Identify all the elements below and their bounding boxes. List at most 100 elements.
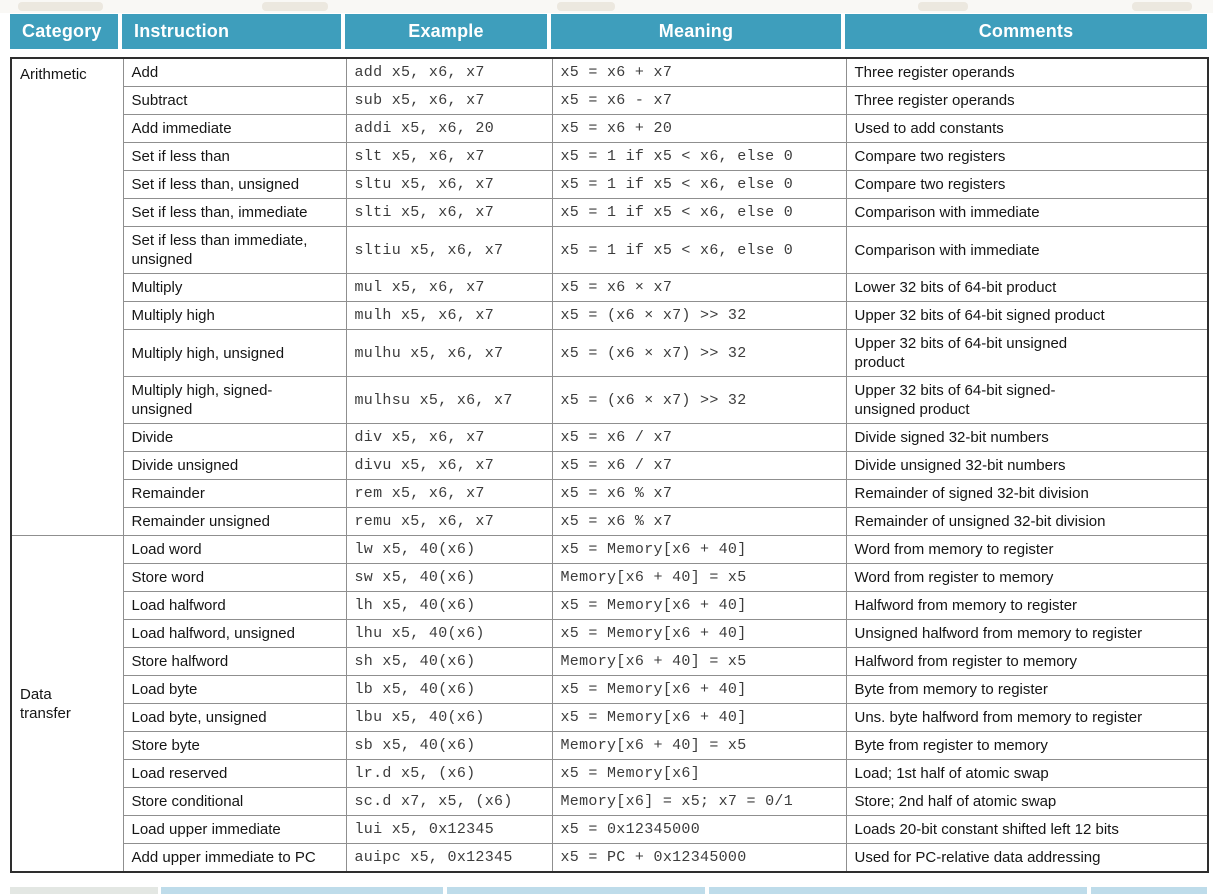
comments-cell: Halfword from register to memory [845, 647, 1209, 676]
category-section: Data transfer Load word lw x5, 40(x6) x5 = … [10, 535, 1209, 873]
meaning-cell: x5 = x6 × x7 [551, 273, 847, 302]
comments-cell: Load; 1st half of atomic swap [845, 759, 1209, 788]
example-cell: sw x5, 40(x6) [345, 563, 553, 592]
example-cell: divu x5, x6, x7 [345, 451, 553, 480]
next-table-header-edge [447, 887, 705, 894]
example-cell: addi x5, x6, 20 [345, 114, 553, 143]
instruction-cell: Multiply high, unsigned [122, 329, 347, 377]
example-cell: lw x5, 40(x6) [345, 535, 553, 564]
meaning-cell: x5 = x6 - x7 [551, 86, 847, 115]
column-header-comments: Comments [845, 14, 1207, 49]
instruction-cell: Multiply high [122, 301, 347, 330]
instruction-cell: Divide unsigned [122, 451, 347, 480]
example-cell: add x5, x6, x7 [345, 57, 553, 87]
category-cell: Data transfer [10, 535, 124, 873]
meaning-cell: x5 = x6 % x7 [551, 479, 847, 508]
comments-cell: Store; 2nd half of atomic swap [845, 787, 1209, 816]
category-section: Arithmetic Add add x5, x6, x7 x5 = x6 + x7 T… [10, 57, 1209, 536]
instruction-table: Category Instruction Example Meaning Comment… [10, 14, 1209, 873]
comments-cell: Used for PC-relative data addressing [845, 843, 1209, 873]
instruction-cell: Load reserved [122, 759, 347, 788]
table-row: Load halfword, unsigned lhu x5, 40(x6) x5 … [11, 619, 1209, 648]
table-row: Load byte, unsigned lbu x5, 40(x6) x5 = Me… [11, 703, 1209, 732]
example-cell: slti x5, x6, x7 [345, 198, 553, 227]
category-cell: Arithmetic [10, 57, 124, 536]
meaning-cell: x5 = Memory[x6 + 40] [551, 535, 847, 564]
instruction-cell: Add [122, 57, 347, 87]
table-row: Load byte lb x5, 40(x6) x5 = Memory[x6 + 4… [11, 675, 1209, 704]
table-row: Add upper immediate to PC auipc x5, 0x123… [11, 843, 1209, 873]
example-cell: mulhu x5, x6, x7 [345, 329, 553, 377]
column-header-category: Category [10, 14, 122, 49]
table-row: Divide unsigned divu x5, x6, x7 x5 = x6 / … [11, 451, 1209, 480]
next-table-header-edge [709, 887, 1087, 894]
table-row: Load upper immediate lui x5, 0x12345 x5 = … [11, 815, 1209, 844]
comments-cell: Loads 20-bit constant shifted left 12 bi… [845, 815, 1209, 844]
page-edge-artifact [262, 2, 328, 11]
column-header-meaning: Meaning [551, 14, 845, 49]
comments-cell: Used to add constants [845, 114, 1209, 143]
comments-cell: Compare two registers [845, 170, 1209, 199]
table-header: Category Instruction Example Meaning Comment… [10, 14, 1207, 49]
next-table-header-edge [161, 887, 443, 894]
next-table-header-edge [10, 887, 158, 894]
example-cell: mul x5, x6, x7 [345, 273, 553, 302]
comments-cell: Uns. byte halfword from memory to regist… [845, 703, 1209, 732]
table-row: Load halfword lh x5, 40(x6) x5 = Memory[x6… [11, 591, 1209, 620]
page-edge-artifact [18, 2, 103, 11]
table-row: Multiply high mulh x5, x6, x7 x5 = (x6 × x… [11, 301, 1209, 330]
page-edge-artifact [918, 2, 968, 11]
instruction-cell: Load upper immediate [122, 815, 347, 844]
meaning-cell: x5 = x6 + 20 [551, 114, 847, 143]
example-cell: slt x5, x6, x7 [345, 142, 553, 171]
page-edge-artifact [557, 2, 615, 11]
comments-cell: Upper 32 bits of 64-bit unsigned product [845, 329, 1209, 377]
table-row: Set if less than, unsigned sltu x5, x6, x… [11, 170, 1209, 199]
meaning-cell: x5 = 1 if x5 < x6, else 0 [551, 226, 847, 274]
table-row: Divide div x5, x6, x7 x5 = x6 / x7 Divide s… [11, 423, 1209, 452]
comments-cell: Lower 32 bits of 64-bit product [845, 273, 1209, 302]
instruction-cell: Store conditional [122, 787, 347, 816]
example-cell: auipc x5, 0x12345 [345, 843, 553, 873]
page-top-edge [0, 0, 1213, 13]
table-row: Subtract sub x5, x6, x7 x5 = x6 - x7 Three … [11, 86, 1209, 115]
table-row: Store conditional sc.d x7, x5, (x6) Memory… [11, 787, 1209, 816]
example-cell: sltu x5, x6, x7 [345, 170, 553, 199]
instruction-cell: Load halfword [122, 591, 347, 620]
example-cell: lh x5, 40(x6) [345, 591, 553, 620]
meaning-cell: x5 = Memory[x6 + 40] [551, 703, 847, 732]
example-cell: lhu x5, 40(x6) [345, 619, 553, 648]
comments-cell: Divide signed 32-bit numbers [845, 423, 1209, 452]
table-row: Multiply high, signed- unsigned mulhsu x5… [11, 376, 1209, 424]
meaning-cell: Memory[x6 + 40] = x5 [551, 563, 847, 592]
meaning-cell: x5 = Memory[x6 + 40] [551, 675, 847, 704]
meaning-cell: x5 = x6 % x7 [551, 507, 847, 536]
comments-cell: Divide unsigned 32-bit numbers [845, 451, 1209, 480]
meaning-cell: Memory[x6 + 40] = x5 [551, 647, 847, 676]
instruction-cell: Add upper immediate to PC [122, 843, 347, 873]
meaning-cell: Memory[x6] = x5; x7 = 0/1 [551, 787, 847, 816]
instruction-cell: Multiply high, signed- unsigned [122, 376, 347, 424]
instruction-cell: Set if less than, unsigned [122, 170, 347, 199]
page-bottom-edge [0, 886, 1213, 894]
next-table-header-edge [1091, 887, 1207, 894]
table-row: Store word sw x5, 40(x6) Memory[x6 + 40] =… [11, 563, 1209, 592]
example-cell: remu x5, x6, x7 [345, 507, 553, 536]
example-cell: sub x5, x6, x7 [345, 86, 553, 115]
page-edge-artifact [1132, 2, 1192, 11]
example-cell: lui x5, 0x12345 [345, 815, 553, 844]
instruction-cell: Store halfword [122, 647, 347, 676]
table-row: Set if less than, immediate slti x5, x6, … [11, 198, 1209, 227]
comments-cell: Remainder of signed 32-bit division [845, 479, 1209, 508]
example-cell: sh x5, 40(x6) [345, 647, 553, 676]
meaning-cell: x5 = 1 if x5 < x6, else 0 [551, 170, 847, 199]
table-row: Data transfer Load word lw x5, 40(x6) x5 = … [10, 535, 1209, 873]
meaning-cell: x5 = Memory[x6 + 40] [551, 591, 847, 620]
instruction-cell: Store word [122, 563, 347, 592]
table-row: Multiply high, unsigned mulhu x5, x6, x7 x… [11, 329, 1209, 377]
table-row: Set if less than immediate, unsigned slti… [11, 226, 1209, 274]
instruction-table-body: Arithmetic Add add x5, x6, x7 x5 = x6 + x7 T… [10, 57, 1209, 873]
meaning-cell: x5 = x6 / x7 [551, 423, 847, 452]
meaning-cell: x5 = 1 if x5 < x6, else 0 [551, 198, 847, 227]
